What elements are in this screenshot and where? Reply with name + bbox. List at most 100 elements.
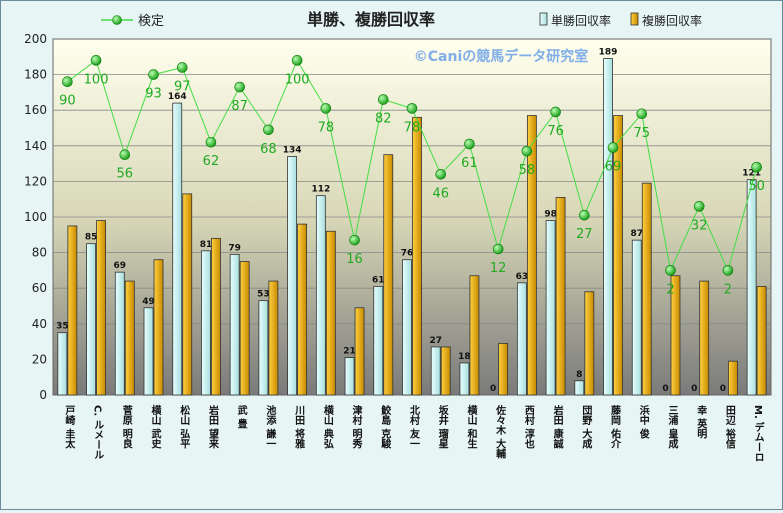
kentei-label: 46 [432,186,449,201]
bar-tansho [516,282,527,396]
x-tick-label: M. デムーロ [752,405,764,462]
bar-tansho-label: 49 [142,297,155,307]
bar-tansho-label: 0 [662,384,668,394]
kentei-point [550,106,561,118]
kentei-label: 12 [490,261,507,276]
bar-tansho [57,332,68,396]
bar-tansho [574,380,585,396]
legend-swatch-fukusho [630,12,639,26]
x-tick-label: 松山 弘平 [178,404,190,449]
kentei-point [406,103,418,114]
kentei-label: 78 [318,120,335,135]
bar-tansho [459,362,470,396]
kentei-point [320,103,332,114]
kentei-point [521,145,533,157]
bar-fukusho [699,280,710,396]
kentei-label: 82 [375,112,392,127]
bar-tansho [114,271,125,396]
bar-tansho [172,102,183,396]
kentei-point [205,136,217,148]
bar-fukusho [124,280,135,396]
kentei-point [148,69,159,80]
bar-fukusho [182,193,193,396]
kentei-label: 69 [605,160,622,175]
kentei-point [377,94,389,105]
bar-tansho [258,300,269,396]
bar-fukusho [67,225,78,396]
y-tick-label: 160 [24,103,47,117]
bar-tansho [229,253,240,396]
x-tick-label: 田辺 裕信 [723,405,736,449]
x-tick-label: 幸 英明 [695,404,708,439]
kentei-point [607,142,619,153]
bar-tansho-label: 81 [200,240,213,250]
bar-tansho [402,259,412,396]
bar-tansho-label: 69 [114,261,127,271]
kentei-label: 50 [748,179,765,194]
bar-tansho [287,156,298,396]
y-tick-label: 100 [24,210,47,224]
legend-swatch-tansho [539,12,548,26]
bar-tansho-label: 27 [429,336,442,346]
bar-tansho [746,179,757,396]
x-tick-label: 鮫島 克駿 [379,404,391,449]
x-tick-label: 坂井 瑠星 [436,404,448,449]
x-tick-label: 北村 友一 [408,404,420,449]
kentei-label: 2 [666,282,674,297]
x-tick-label: 西村 淳也 [522,405,534,449]
bar-tansho-label: 85 [85,233,98,243]
kentei-label: 68 [260,142,277,157]
kentei-point [176,62,188,73]
x-tick-label: 横山 典弘 [321,404,333,449]
kentei-label: 62 [203,154,220,169]
y-tick-label: 120 [24,174,47,188]
kentei-label: 32 [691,218,708,233]
kentei-point [751,161,762,173]
bar-fukusho [325,230,336,396]
kentei-label: 76 [547,124,564,139]
bar-fukusho [239,261,250,396]
bar-tansho-label: 87 [630,229,643,239]
bar-fukusho [469,275,480,396]
bar-tansho-label: 189 [599,48,618,58]
bar-tansho [430,346,441,396]
bar-tansho [373,286,384,396]
watermark: ©Caniの競馬データ研究室 [414,48,589,65]
kentei-label: 58 [519,163,536,178]
x-tick-label: 藤岡 佑介 [609,404,622,449]
bar-fukusho [440,346,451,396]
kentei-label: 100 [84,72,109,87]
bar-fukusho [756,286,767,396]
x-tick-label: 岩田 康誠 [551,404,564,449]
bar-tansho-label: 61 [372,275,385,285]
bar-tansho [201,250,211,396]
kentei-point [291,55,303,66]
bar-tansho-label: 98 [544,210,557,220]
bar-fukusho [383,154,394,396]
bar-fukusho [268,280,279,396]
kentei-point [435,168,447,180]
x-tick-label: 佐々木 大輔 [494,404,507,459]
y-tick-label: 60 [32,281,47,295]
legend-label-fukusho: 複勝回収率 [642,13,702,28]
bar-tansho-label: 0 [691,384,697,394]
bar-tansho-label: 79 [228,243,241,253]
kentei-label: 2 [724,282,732,297]
bar-tansho-label: 8 [576,370,582,380]
bar-fukusho [412,116,422,396]
kentei-point [234,81,245,93]
bar-tansho-label: 21 [343,347,356,357]
legend-label-tansho: 単勝回収率 [551,13,611,28]
bar-fukusho [670,275,681,396]
bar-tansho [344,357,355,396]
kentei-label: 75 [633,126,650,141]
bar-fukusho [354,307,365,396]
bar-tansho [143,307,154,396]
legend-label-kentei: 検定 [138,14,164,29]
bar-fukusho [526,115,537,396]
bar-tansho-label: 164 [168,92,187,102]
bar-tansho-label: 76 [401,249,414,259]
bar-tansho-label: 35 [56,322,69,332]
